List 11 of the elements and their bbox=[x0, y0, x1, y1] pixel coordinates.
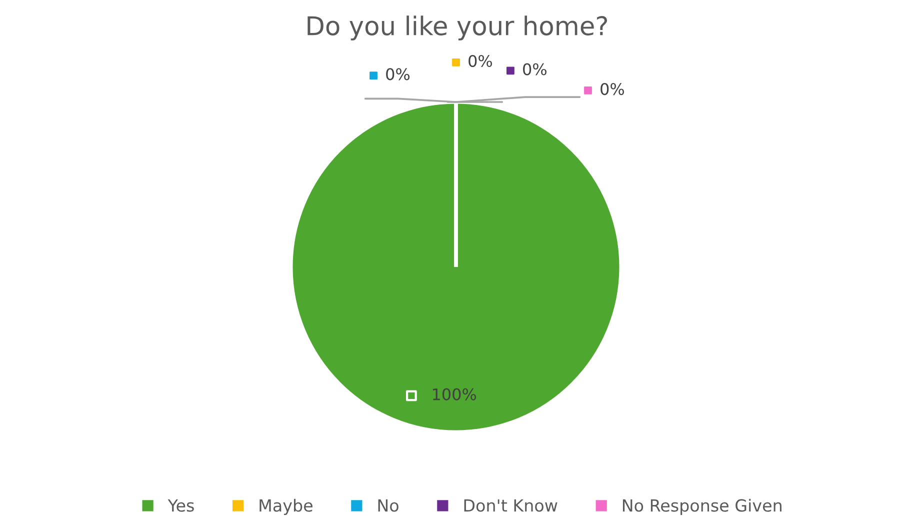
text: 0% bbox=[468, 54, 492, 68]
legend-label: Maybe bbox=[260, 498, 312, 515]
legend-label: No bbox=[378, 499, 398, 512]
chart-title: Do you like your home? bbox=[308, 16, 608, 40]
text: 0% bbox=[386, 68, 410, 80]
data-label: 100% bbox=[433, 388, 476, 400]
legend-label: No Response Given bbox=[622, 498, 782, 515]
legend-label: Yes bbox=[168, 499, 194, 512]
text: 0% bbox=[600, 83, 624, 96]
text: 0% bbox=[523, 63, 546, 76]
legend-label: Don't Know bbox=[464, 499, 558, 512]
